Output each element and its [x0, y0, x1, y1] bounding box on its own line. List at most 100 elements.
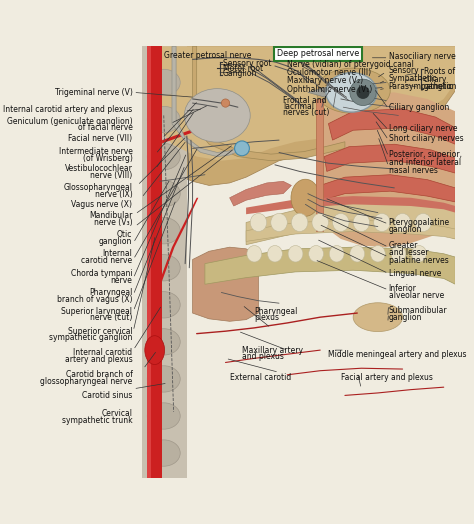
- Text: Intermediate nerve: Intermediate nerve: [59, 147, 132, 156]
- Text: and inferior lateral: and inferior lateral: [389, 158, 461, 167]
- Ellipse shape: [309, 246, 323, 262]
- Polygon shape: [316, 92, 455, 247]
- Text: Chorda tympani: Chorda tympani: [71, 269, 132, 278]
- Ellipse shape: [316, 68, 390, 113]
- Text: alveolar nerve: alveolar nerve: [389, 291, 444, 300]
- Ellipse shape: [271, 213, 287, 232]
- Text: sympathetic trunk: sympathetic trunk: [62, 416, 132, 424]
- Ellipse shape: [374, 213, 390, 232]
- Ellipse shape: [371, 246, 385, 262]
- Text: palatine nerves: palatine nerves: [389, 256, 448, 265]
- Polygon shape: [320, 174, 455, 202]
- Ellipse shape: [292, 213, 308, 232]
- Polygon shape: [324, 144, 455, 173]
- Text: Long ciliary nerve: Long ciliary nerve: [389, 124, 457, 133]
- Ellipse shape: [147, 106, 180, 133]
- Text: Posterior, superior,: Posterior, superior,: [389, 150, 462, 159]
- Text: Oculomotor nerve (III): Oculomotor nerve (III): [287, 68, 372, 77]
- Ellipse shape: [326, 73, 377, 112]
- Text: Lingual nerve: Lingual nerve: [389, 269, 441, 278]
- Text: carotid nerve: carotid nerve: [82, 256, 132, 265]
- Polygon shape: [192, 247, 258, 321]
- Ellipse shape: [350, 246, 365, 262]
- Text: (of Wrisberg): (of Wrisberg): [82, 154, 132, 163]
- Ellipse shape: [329, 246, 344, 262]
- Text: Pterygopalatine: Pterygopalatine: [389, 218, 450, 227]
- Text: Motor root: Motor root: [223, 64, 263, 73]
- Text: nerves (cut): nerves (cut): [283, 107, 329, 117]
- Text: Greater: Greater: [389, 241, 418, 250]
- Text: Superior laryngeal: Superior laryngeal: [62, 307, 132, 316]
- Text: Glossopharyngeal: Glossopharyngeal: [64, 183, 132, 192]
- Polygon shape: [246, 196, 455, 214]
- Circle shape: [221, 99, 229, 107]
- Polygon shape: [205, 247, 455, 284]
- Circle shape: [350, 79, 376, 105]
- Text: nerve: nerve: [110, 276, 132, 285]
- Text: nerve (cut): nerve (cut): [90, 313, 132, 322]
- Ellipse shape: [147, 440, 180, 466]
- Ellipse shape: [147, 69, 180, 96]
- Text: Pharyngeal: Pharyngeal: [89, 288, 132, 297]
- Text: Short ciliary nerves: Short ciliary nerves: [389, 134, 463, 143]
- Text: ciliary: ciliary: [424, 75, 447, 84]
- Ellipse shape: [333, 213, 349, 232]
- Text: Ciliary ganglion: Ciliary ganglion: [389, 103, 449, 112]
- Text: Facial nerve (VII): Facial nerve (VII): [68, 134, 132, 143]
- Circle shape: [235, 141, 249, 156]
- Ellipse shape: [147, 144, 180, 170]
- Text: nerve (V₃): nerve (V₃): [94, 218, 132, 227]
- Text: Geniculum (geniculate ganglion): Geniculum (geniculate ganglion): [7, 117, 132, 126]
- Text: Vagus nerve (X): Vagus nerve (X): [72, 200, 132, 209]
- Text: External carotid: External carotid: [229, 373, 291, 382]
- Text: plexus: plexus: [255, 313, 279, 322]
- Polygon shape: [143, 46, 455, 185]
- Ellipse shape: [394, 213, 411, 232]
- Polygon shape: [308, 86, 352, 98]
- Text: glossopharyngeal nerve: glossopharyngeal nerve: [40, 377, 132, 386]
- Ellipse shape: [250, 213, 267, 232]
- Text: Cervical: Cervical: [101, 409, 132, 418]
- Text: Mandibular: Mandibular: [89, 211, 132, 221]
- Polygon shape: [162, 122, 229, 144]
- Ellipse shape: [312, 213, 328, 232]
- Ellipse shape: [147, 329, 180, 355]
- Ellipse shape: [147, 255, 180, 281]
- Ellipse shape: [147, 403, 180, 429]
- Text: nerve (VIII): nerve (VIII): [90, 171, 132, 180]
- Text: Sensory root: Sensory root: [223, 59, 272, 68]
- Ellipse shape: [147, 292, 180, 318]
- Ellipse shape: [288, 246, 303, 262]
- Polygon shape: [246, 202, 455, 245]
- Text: Internal: Internal: [102, 249, 132, 258]
- Ellipse shape: [147, 366, 180, 392]
- Ellipse shape: [353, 303, 402, 332]
- Polygon shape: [246, 220, 455, 242]
- Text: Roots of: Roots of: [424, 67, 455, 77]
- Text: Inferior: Inferior: [389, 284, 417, 293]
- Ellipse shape: [291, 179, 320, 216]
- Text: Facial artery and plexus: Facial artery and plexus: [341, 373, 433, 382]
- Text: nasal nerves: nasal nerves: [389, 166, 438, 175]
- Polygon shape: [155, 46, 455, 161]
- Text: artery and plexus: artery and plexus: [65, 355, 132, 364]
- Bar: [316, 99, 323, 231]
- Text: Parasympathetic: Parasympathetic: [389, 82, 453, 91]
- Polygon shape: [172, 46, 242, 157]
- Text: Carotid sinus: Carotid sinus: [82, 391, 132, 400]
- Bar: [142, 46, 187, 478]
- Text: ganglion: ganglion: [424, 82, 457, 91]
- Ellipse shape: [267, 246, 283, 262]
- Polygon shape: [328, 109, 455, 144]
- Text: Submandibular: Submandibular: [389, 306, 447, 315]
- Ellipse shape: [247, 246, 262, 262]
- Ellipse shape: [415, 213, 431, 232]
- Ellipse shape: [184, 89, 250, 142]
- Text: Superior cervical: Superior cervical: [68, 326, 132, 336]
- Ellipse shape: [353, 213, 370, 232]
- Text: Frontal and: Frontal and: [283, 96, 327, 105]
- Circle shape: [356, 86, 370, 99]
- Text: Sympathetic: Sympathetic: [389, 74, 437, 83]
- Text: Trigeminal nerve (V): Trigeminal nerve (V): [55, 88, 132, 97]
- Text: Nerve (vidian) of pterygoid canal: Nerve (vidian) of pterygoid canal: [287, 60, 414, 69]
